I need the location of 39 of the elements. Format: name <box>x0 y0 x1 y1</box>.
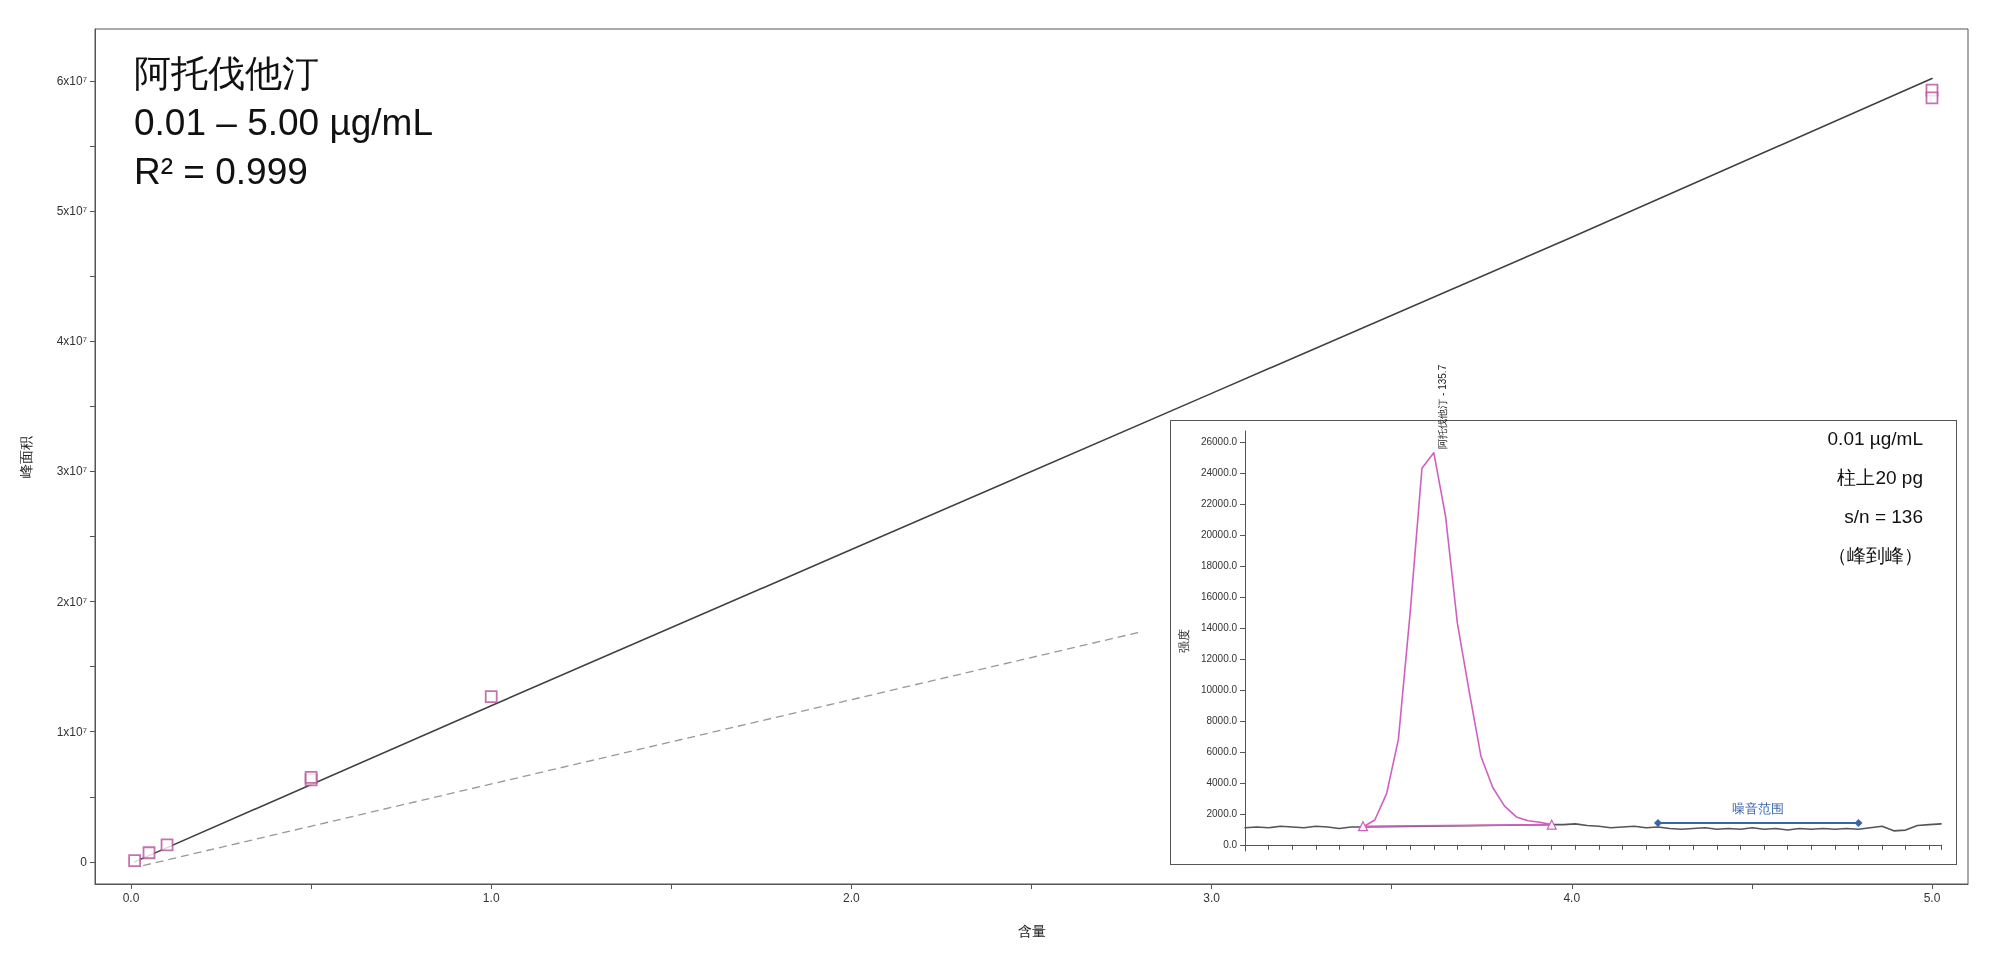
annotation: 0.01 µg/mL <box>1827 427 1923 449</box>
y-axis-title: 强度 <box>1177 629 1191 653</box>
y-tick-label: 26000.0 <box>1200 436 1238 448</box>
y-tick-label: 5x10⁷ <box>56 204 87 219</box>
y-tick-label: 1x10⁷ <box>56 724 87 739</box>
annotation: s/n = 136 <box>1844 505 1923 527</box>
y-tick-label: 4x10⁷ <box>56 334 87 349</box>
y-tick-label: 22000.0 <box>1200 498 1238 510</box>
x-tick-label: 0.0 <box>122 891 140 905</box>
annotation: （峰到峰） <box>1828 544 1923 566</box>
annotation: 柱上20 pg <box>1837 466 1923 488</box>
x-tick-label: 2.0 <box>843 891 861 905</box>
annotation: 阿托伐他汀 - 135.7 <box>1437 364 1449 449</box>
x-tick-label: 3.0 <box>1203 891 1221 905</box>
y-tick-label: 24000.0 <box>1200 467 1238 479</box>
y-tick-label: 0.0 <box>1223 839 1238 851</box>
y-tick-label: 4000.0 <box>1206 777 1238 789</box>
y-tick-label: 20000.0 <box>1200 529 1238 541</box>
y-tick-label: 8000.0 <box>1206 715 1238 727</box>
x-tick-label: 4.0 <box>1563 891 1581 905</box>
annotation: 噪音范围 <box>1732 801 1785 817</box>
y-tick-label: 6x10⁷ <box>56 74 87 89</box>
y-tick-label: 12000.0 <box>1200 653 1238 665</box>
y-tick-label: 6000.0 <box>1206 746 1238 758</box>
y-tick-label: 18000.0 <box>1200 560 1238 572</box>
y-tick-label: 14000.0 <box>1200 622 1238 634</box>
y-tick-label: 2x10⁷ <box>56 594 87 609</box>
x-tick-label: 1.0 <box>482 891 500 905</box>
x-tick-label: 5.0 <box>1923 891 1941 905</box>
x-axis-title: 含量 <box>1017 923 1046 939</box>
y-tick-label: 2000.0 <box>1206 808 1238 820</box>
text: 阿托伐他汀 <box>134 53 319 94</box>
text: 0.01 – 5.00 µg/mL <box>134 102 434 143</box>
y-tick-label: 10000.0 <box>1200 684 1238 696</box>
y-tick-label: 0 <box>80 854 88 869</box>
annotation: R² = 0.999 <box>134 151 308 192</box>
y-axis-title: 峰面积 <box>18 435 34 478</box>
y-tick-label: 3x10⁷ <box>56 464 87 479</box>
y-tick-label: 16000.0 <box>1200 591 1238 603</box>
